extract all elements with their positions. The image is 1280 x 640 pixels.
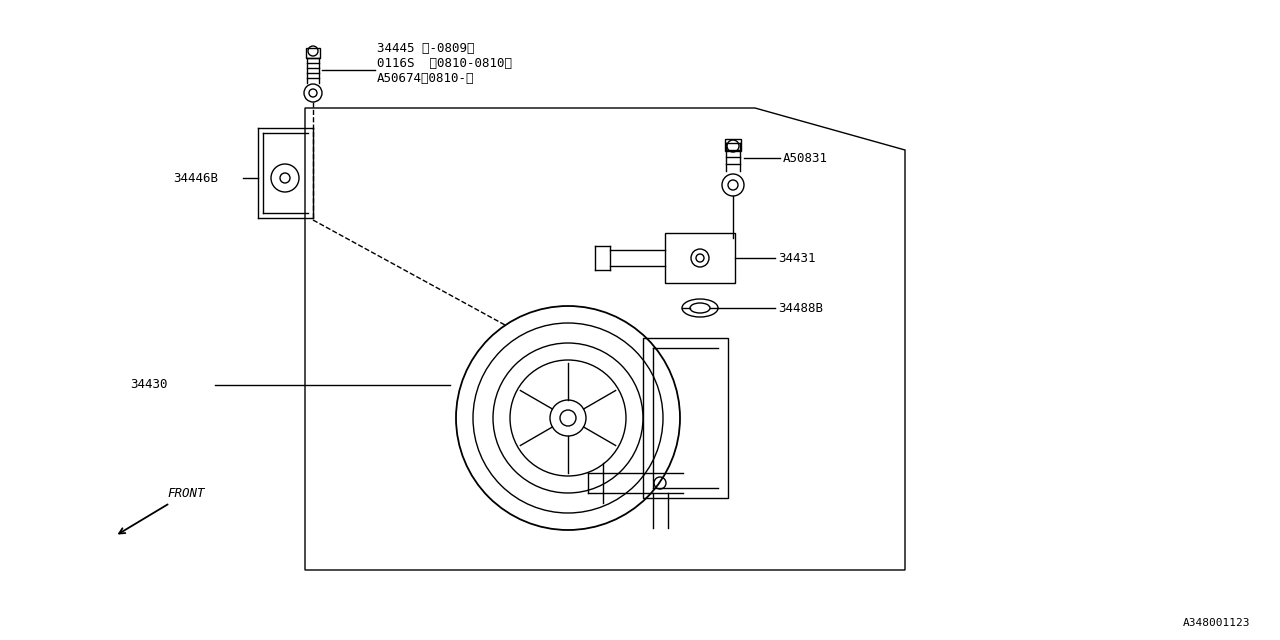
Text: 0116S  （0810-0810）: 0116S （0810-0810）	[378, 56, 512, 70]
Text: 34430: 34430	[131, 378, 168, 392]
Text: 34445 （-0809）: 34445 （-0809）	[378, 42, 475, 54]
Text: 34488B: 34488B	[778, 301, 823, 314]
Text: 34446B: 34446B	[173, 172, 218, 184]
Text: A50674（0810-）: A50674（0810-）	[378, 72, 475, 84]
Text: A50831: A50831	[783, 152, 828, 164]
Text: FRONT: FRONT	[166, 487, 205, 500]
Bar	[306, 48, 320, 58]
Text: A348001123: A348001123	[1183, 618, 1251, 628]
Text: 34431: 34431	[778, 252, 815, 264]
Bar	[724, 139, 741, 151]
Bar	[643, 338, 728, 498]
Bar	[666, 233, 735, 283]
